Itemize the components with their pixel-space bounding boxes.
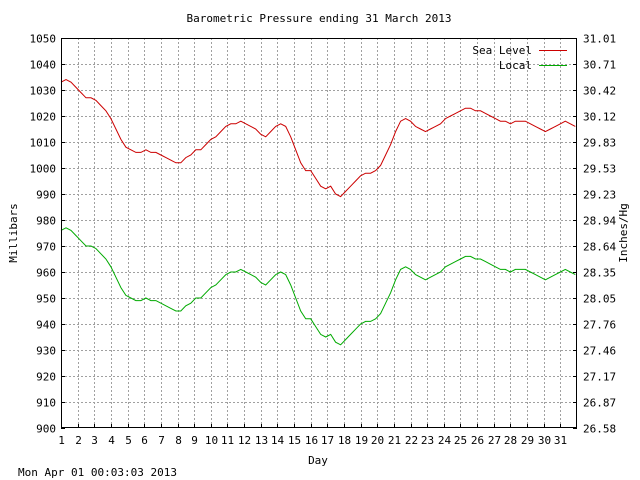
grid [61, 38, 577, 428]
x-tick-label: 20 [371, 434, 384, 447]
y-tick-label-left: 1020 [30, 111, 57, 124]
x-tick-label: 18 [338, 434, 351, 447]
y-axis-label-right: Inches/Hg [617, 203, 630, 263]
x-tick-label: 31 [554, 434, 567, 447]
legend: Sea Level Local [472, 44, 567, 72]
axis-ticks [61, 38, 577, 429]
y-tick-label-left: 960 [36, 267, 56, 280]
x-tick-label: 13 [255, 434, 268, 447]
y-tick-label-right: 27.76 [583, 319, 616, 332]
x-tick-label: 26 [471, 434, 484, 447]
y-tick-label-left: 1010 [30, 137, 57, 150]
x-tick-label: 27 [488, 434, 501, 447]
x-tick-label: 10 [205, 434, 218, 447]
x-tick-label: 12 [238, 434, 251, 447]
legend-label: Sea Level [472, 44, 532, 57]
x-tick-label: 3 [91, 434, 98, 447]
x-tick-label: 23 [421, 434, 434, 447]
x-tick-label: 15 [288, 434, 301, 447]
x-tick-label: 4 [108, 434, 115, 447]
x-tick-label: 8 [175, 434, 182, 447]
y-tick-label-right: 30.42 [583, 85, 616, 98]
y-tick-label-left: 900 [36, 423, 56, 436]
y-axis-label-left: Millibars [7, 203, 20, 263]
y-tick-label-left: 940 [36, 319, 56, 332]
x-tick-label: 2 [75, 434, 82, 447]
chart-title: Barometric Pressure ending 31 March 2013 [187, 12, 452, 25]
x-tick-label: 19 [355, 434, 368, 447]
x-tick-label: 16 [305, 434, 318, 447]
y-tick-label-right: 27.17 [583, 371, 616, 384]
x-tick-label: 6 [141, 434, 148, 447]
x-tick-label: 24 [438, 434, 452, 447]
y-tick-label-right: 30.12 [583, 111, 616, 124]
y-tick-label-right: 27.46 [583, 345, 616, 358]
plot-frame [61, 38, 577, 428]
series-lines [60, 79, 576, 346]
y-tick-label-right: 28.64 [583, 241, 616, 254]
y-tick-label-left: 910 [36, 397, 56, 410]
y-tick-label-right: 28.05 [583, 293, 616, 306]
y-tick-label-right: 29.23 [583, 189, 616, 202]
y-tick-label-left: 1050 [30, 33, 57, 46]
y-tick-label-right: 26.87 [583, 397, 616, 410]
series-line-sea-level [60, 79, 576, 198]
x-tick-label: 29 [521, 434, 534, 447]
x-tick-label: 25 [454, 434, 467, 447]
legend-label: Local [499, 59, 532, 72]
y-tick-label-right: 31.01 [583, 33, 616, 46]
y-tick-label-right: 28.35 [583, 267, 616, 280]
x-tick-label: 22 [405, 434, 418, 447]
x-tick-label: 9 [191, 434, 198, 447]
x-tick-label: 21 [388, 434, 401, 447]
series-line-local [60, 227, 576, 346]
y-tick-label-left: 980 [36, 215, 56, 228]
x-tick-label: 11 [221, 434, 234, 447]
x-tick-label: 5 [125, 434, 132, 447]
y-tick-label-left: 1040 [30, 59, 57, 72]
x-tick-label: 30 [538, 434, 551, 447]
y-tick-label-left: 1030 [30, 85, 57, 98]
y-tick-label-left: 970 [36, 241, 56, 254]
x-tick-label: 17 [321, 434, 334, 447]
x-axis-label: Day [308, 454, 328, 467]
y-tick-label-left: 950 [36, 293, 56, 306]
footer-timestamp: Mon Apr 01 00:03:03 2013 [18, 466, 177, 479]
y-tick-label-left: 1000 [30, 163, 57, 176]
y-tick-label-right: 28.94 [583, 215, 616, 228]
y-tick-label-right: 30.71 [583, 59, 616, 72]
x-tick-label: 7 [158, 434, 165, 447]
y-tick-label-left: 920 [36, 371, 56, 384]
y-tick-label-left: 990 [36, 189, 56, 202]
y-tick-label-left: 930 [36, 345, 56, 358]
y-tick-label-right: 29.53 [583, 163, 616, 176]
x-tick-label: 28 [504, 434, 517, 447]
x-tick-label: 14 [271, 434, 285, 447]
x-tick-label: 1 [58, 434, 65, 447]
y-tick-label-right: 26.58 [583, 423, 616, 436]
y-tick-label-right: 29.83 [583, 137, 616, 150]
